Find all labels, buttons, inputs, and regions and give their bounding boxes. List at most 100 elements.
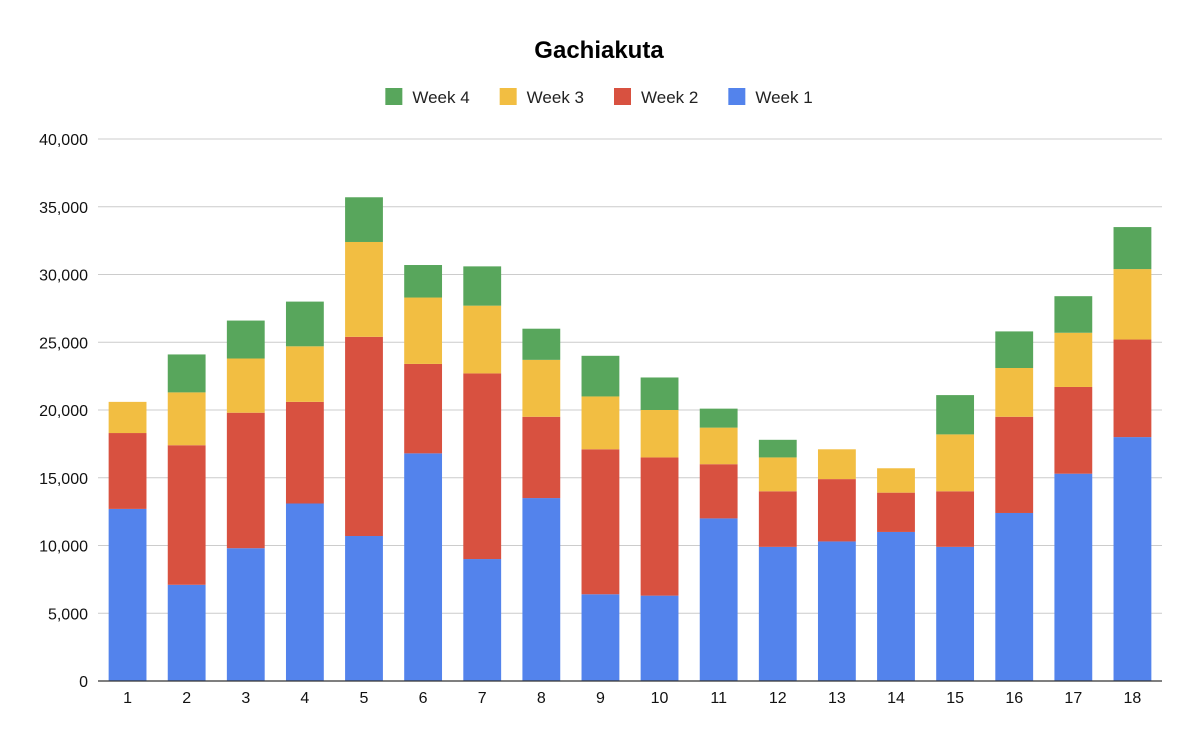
bar-week-4-8[interactable]: [522, 328, 561, 360]
bar-week-1-7[interactable]: [463, 559, 502, 681]
bar-week-1-2[interactable]: [167, 584, 206, 681]
bar-week-4-6[interactable]: [404, 265, 443, 298]
x-tick-label: 13: [828, 690, 846, 707]
bar-week-4-15[interactable]: [936, 395, 975, 435]
bar-week-1-14[interactable]: [877, 531, 915, 681]
bar-week-2-11[interactable]: [699, 464, 738, 519]
x-tick-label: 5: [360, 690, 369, 707]
x-tick-label: 12: [769, 690, 787, 707]
bar-week-1-9[interactable]: [581, 594, 620, 681]
bar-week-4-17[interactable]: [1054, 296, 1093, 333]
bar-week-2-10[interactable]: [640, 457, 679, 596]
bar-week-2-1[interactable]: [108, 433, 147, 509]
bar-week-3-13[interactable]: [817, 449, 856, 480]
y-tick-label: 20,000: [39, 403, 88, 420]
bar-week-1-5[interactable]: [345, 536, 383, 681]
bar-week-4-11[interactable]: [699, 408, 738, 428]
x-tick-label: 7: [478, 690, 487, 707]
bar-week-4-10[interactable]: [640, 377, 679, 410]
bar-week-3-18[interactable]: [1113, 269, 1152, 340]
y-tick-label: 0: [79, 674, 88, 691]
bar-week-4-5[interactable]: [345, 197, 383, 242]
bar-week-3-14[interactable]: [877, 468, 915, 493]
y-tick-label: 15,000: [39, 471, 88, 488]
bar-week-3-17[interactable]: [1054, 332, 1093, 387]
bar-week-2-9[interactable]: [581, 449, 620, 595]
bar-week-4-9[interactable]: [581, 355, 620, 397]
y-tick-label: 35,000: [39, 200, 88, 217]
bar-week-4-4[interactable]: [285, 301, 324, 347]
x-tick-label: 18: [1124, 690, 1142, 707]
bar-week-1-8[interactable]: [522, 498, 561, 681]
bar-week-1-3[interactable]: [226, 548, 265, 681]
bar-week-1-13[interactable]: [817, 541, 856, 681]
y-tick-label: 30,000: [39, 268, 88, 285]
bar-week-4-3[interactable]: [226, 320, 265, 359]
legend: Week 4 Week 3 Week 2 Week 1: [385, 88, 813, 107]
bar-week-2-18[interactable]: [1113, 339, 1152, 438]
legend-swatch-week-4[interactable]: [385, 88, 403, 105]
bar-week-4-12[interactable]: [758, 439, 797, 458]
bar-week-3-11[interactable]: [699, 427, 738, 465]
bar-week-2-4[interactable]: [285, 401, 324, 504]
x-tick-label: 10: [651, 690, 669, 707]
x-tick-label: 6: [419, 690, 428, 707]
legend-swatch-week-1[interactable]: [728, 88, 746, 105]
legend-label: Week 4: [412, 88, 469, 107]
bar-week-1-12[interactable]: [758, 546, 797, 681]
bar-week-1-1[interactable]: [108, 508, 147, 681]
legend-label: Week 3: [527, 88, 584, 107]
bar-week-2-8[interactable]: [522, 416, 561, 499]
bar-week-2-14[interactable]: [877, 492, 915, 532]
bar-week-1-10[interactable]: [640, 595, 679, 681]
bar-week-4-7[interactable]: [463, 266, 502, 306]
bar-week-2-17[interactable]: [1054, 386, 1093, 474]
bar-week-3-12[interactable]: [758, 457, 797, 492]
bar-week-3-10[interactable]: [640, 410, 679, 458]
bar-week-3-3[interactable]: [226, 358, 265, 413]
legend-swatch-week-3[interactable]: [499, 88, 517, 105]
gridlines: [98, 138, 1162, 614]
x-tick-label: 9: [596, 690, 605, 707]
x-tick-label: 8: [537, 690, 546, 707]
bar-week-2-7[interactable]: [463, 373, 502, 560]
bar-week-3-2[interactable]: [167, 392, 206, 446]
bar-week-2-5[interactable]: [345, 336, 383, 537]
bar-week-4-16[interactable]: [995, 331, 1034, 368]
bar-week-3-8[interactable]: [522, 359, 561, 417]
bar-week-1-11[interactable]: [699, 518, 738, 681]
bar-week-2-15[interactable]: [936, 491, 975, 547]
bar-week-2-6[interactable]: [404, 363, 443, 454]
bar-week-3-15[interactable]: [936, 434, 975, 492]
bar-week-3-5[interactable]: [345, 241, 383, 337]
bar-week-2-3[interactable]: [226, 412, 265, 549]
y-tick-label: 5,000: [48, 606, 88, 623]
x-tick-label: 14: [887, 690, 905, 707]
bar-week-1-16[interactable]: [995, 512, 1034, 681]
bar-week-1-18[interactable]: [1113, 437, 1152, 681]
bar-week-3-7[interactable]: [463, 305, 502, 374]
bar-week-1-4[interactable]: [285, 503, 324, 681]
bar-week-2-12[interactable]: [758, 491, 797, 547]
bar-week-1-6[interactable]: [404, 453, 443, 681]
bar-week-4-2[interactable]: [167, 354, 206, 393]
y-axis-ticks: 0 5,000 10,000 15,000 20,000 25,000 30,000 35,0…: [39, 132, 88, 691]
bar-week-3-6[interactable]: [404, 297, 443, 364]
bar-week-1-15[interactable]: [936, 546, 975, 681]
legend-swatch-week-2[interactable]: [614, 88, 631, 105]
x-axis-ticks: 1 2 3 4 5 6 7 8 9 10 11 12 13 14 15 16 17 18: [123, 690, 1141, 707]
bar-week-2-13[interactable]: [817, 479, 856, 542]
bar-week-3-1[interactable]: [108, 401, 147, 434]
bar-week-4-18[interactable]: [1113, 227, 1152, 270]
y-tick-label: 10,000: [39, 539, 88, 556]
x-tick-label: 4: [300, 690, 309, 707]
bar-week-3-9[interactable]: [581, 396, 620, 450]
bar-week-3-4[interactable]: [285, 346, 324, 402]
bar-week-2-2[interactable]: [167, 445, 206, 585]
legend-label: Week 1: [755, 88, 812, 107]
x-tick-label: 1: [123, 690, 132, 707]
bar-week-3-16[interactable]: [995, 367, 1034, 417]
bar-week-2-16[interactable]: [995, 416, 1034, 513]
x-tick-label: 15: [946, 690, 964, 707]
bar-week-1-17[interactable]: [1054, 473, 1093, 681]
